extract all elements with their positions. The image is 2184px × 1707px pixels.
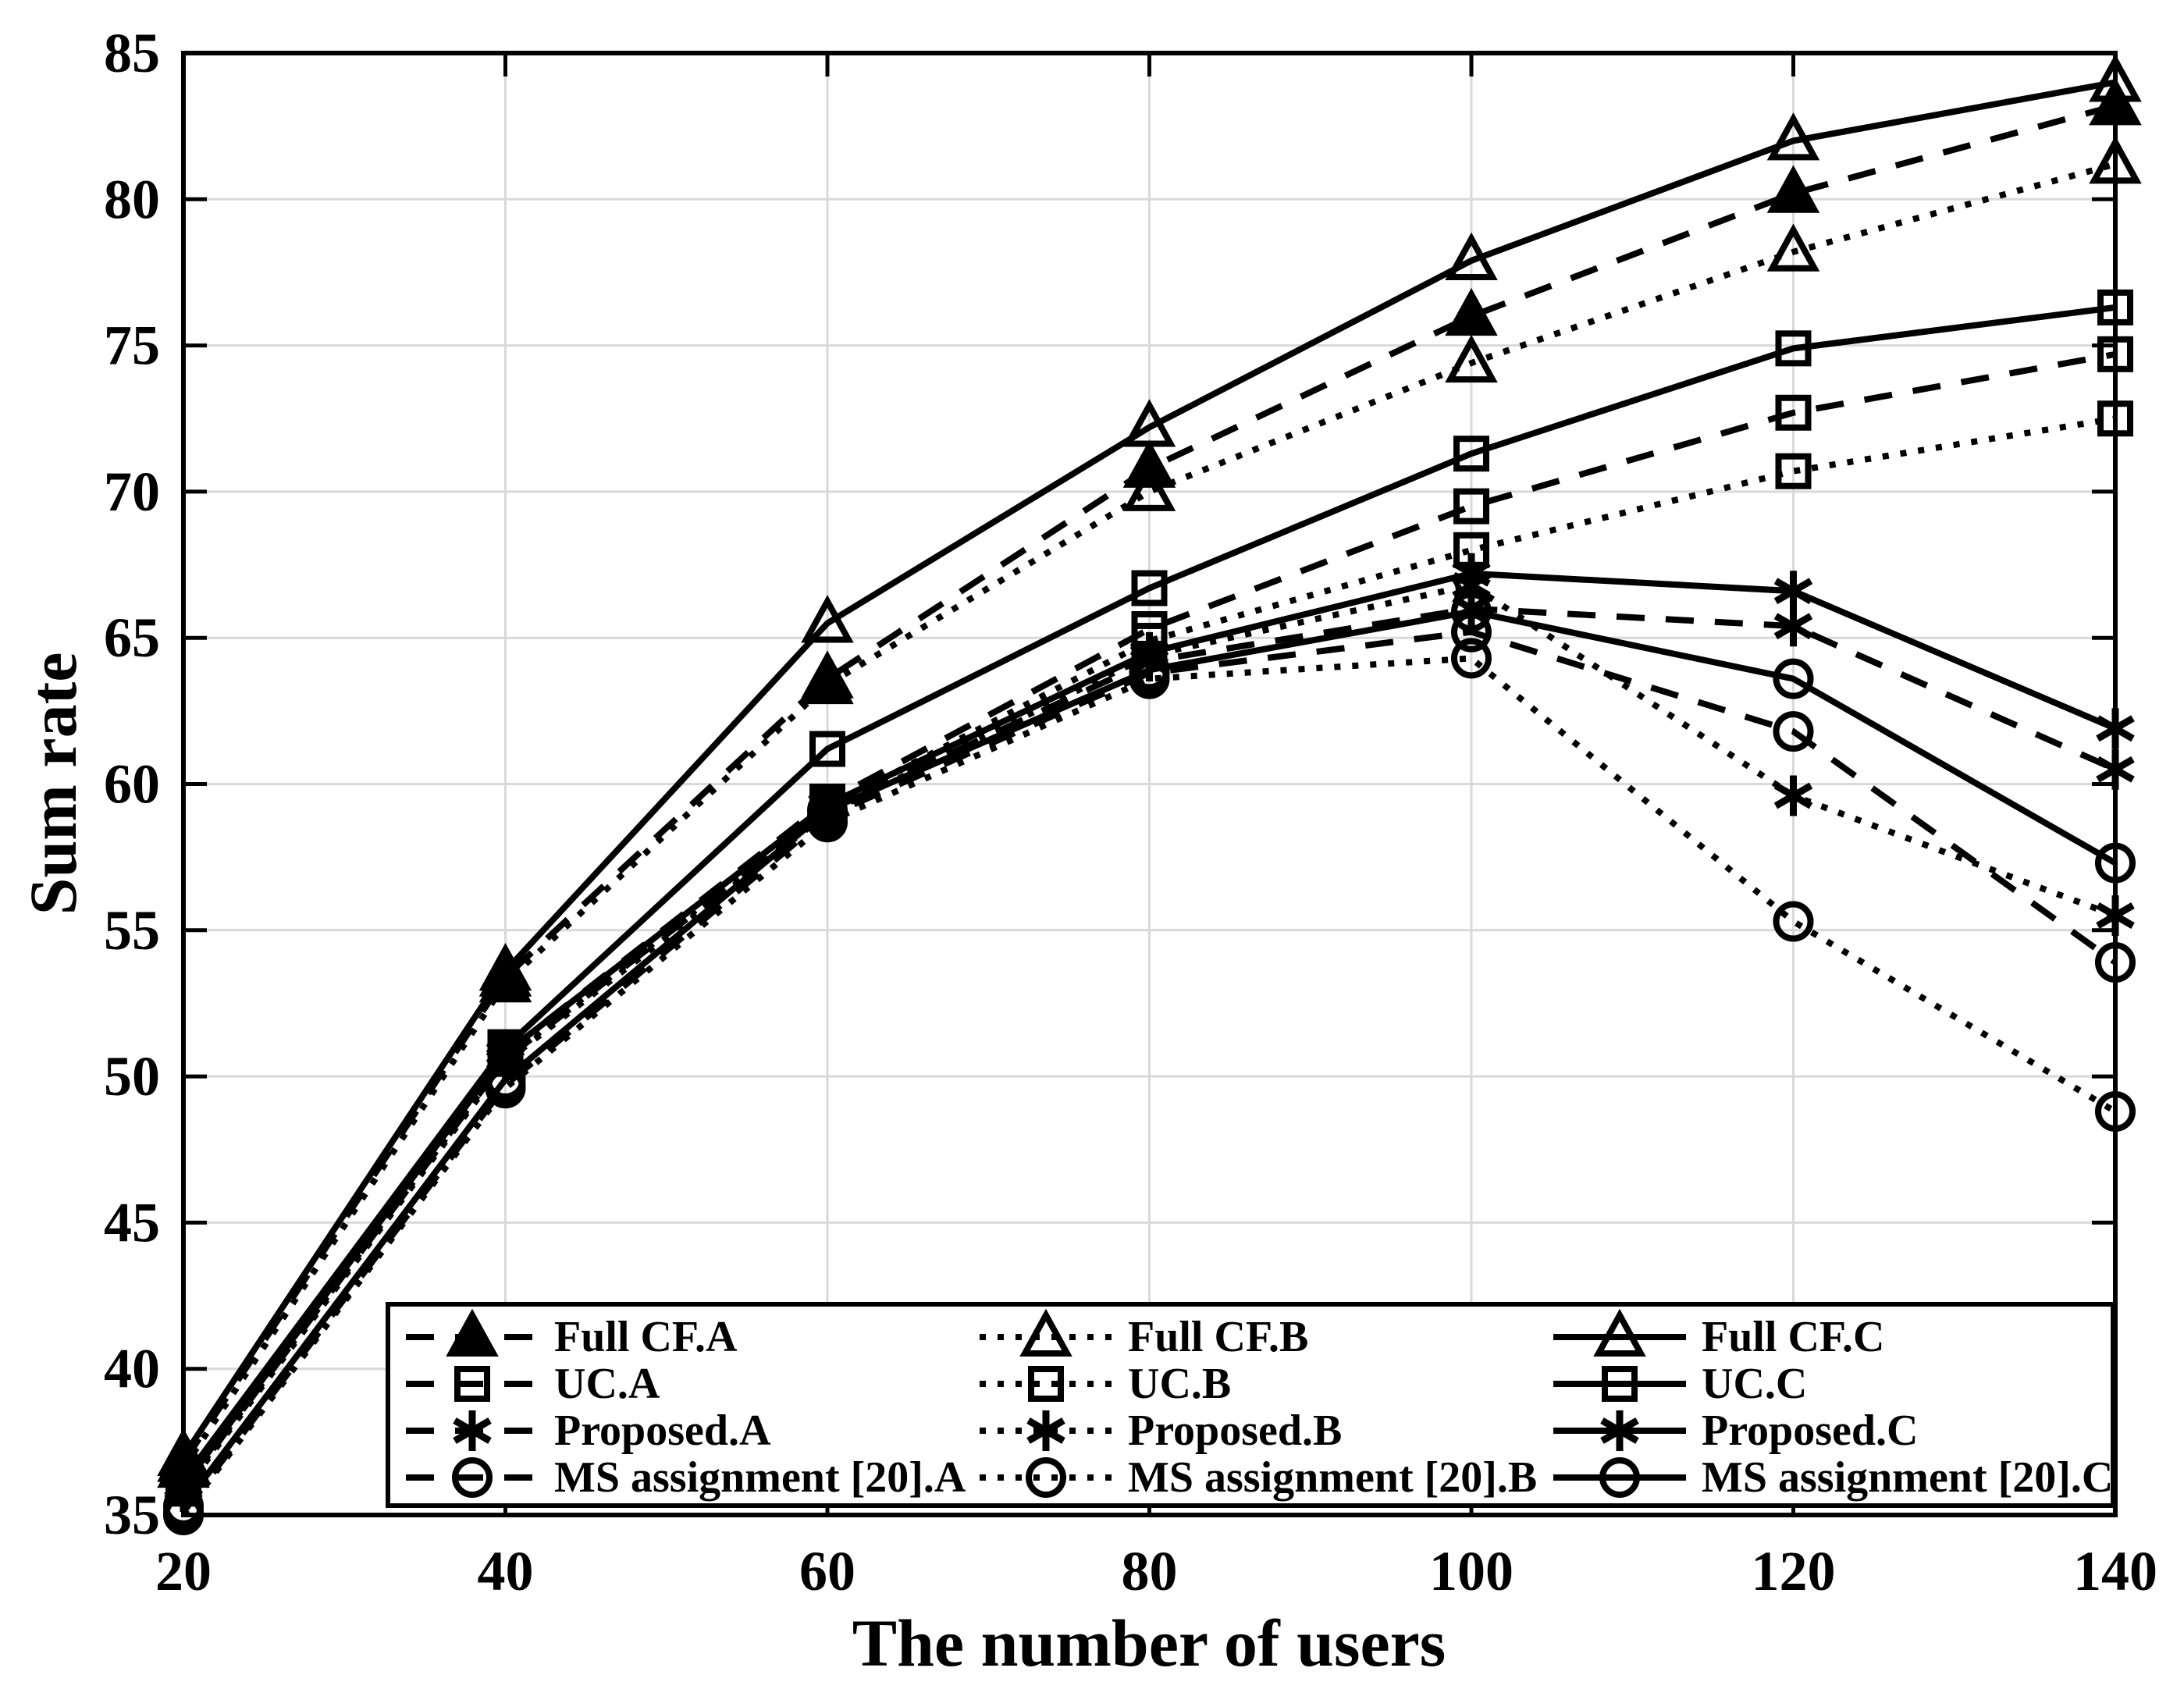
x-tick-label: 40 — [478, 1540, 534, 1602]
y-tick-label: 40 — [104, 1338, 160, 1400]
series-line-full-cf-b — [180, 161, 2117, 1471]
legend-label: Proposed.C — [1702, 1406, 1918, 1455]
y-tick-label: 50 — [104, 1045, 160, 1108]
legend-entry-proposed-c: Proposed.C — [1553, 1406, 1918, 1455]
legend-box — [386, 1302, 2115, 1508]
y-tick-label: 60 — [104, 753, 160, 816]
legend-entry-proposed-a: Proposed.A — [406, 1406, 771, 1455]
x-axis-label: The number of users — [852, 1606, 1446, 1680]
x-tick-label: 20 — [155, 1540, 212, 1602]
y-tick-label: 35 — [104, 1484, 160, 1546]
y-axis-label: Sum rate — [16, 653, 91, 916]
legend-entry-proposed-b: Proposed.B — [980, 1406, 1342, 1455]
y-tick-label: 75 — [104, 315, 160, 377]
x-tick-label: 80 — [1122, 1540, 1178, 1602]
legend-label: MS assignment [20].C — [1702, 1453, 2113, 1502]
x-tick-label: 120 — [1752, 1540, 1836, 1602]
series-layer — [157, 54, 2142, 1535]
legend-label: Full CF.A — [554, 1313, 738, 1361]
legend-label: UC.A — [554, 1360, 660, 1408]
legend-label: MS assignment [20].B — [1128, 1453, 1537, 1502]
legend-entry-ms-assignment-20-a: MS assignment [20].A — [406, 1453, 966, 1502]
y-tick-label: 55 — [104, 899, 160, 962]
legend-label: UC.C — [1702, 1360, 1807, 1408]
legend-entry-uc-c: UC.C — [1553, 1360, 1807, 1408]
legend-label: Full CF.B — [1128, 1313, 1308, 1361]
legend-entry-ms-assignment-20-c: MS assignment [20].C — [1553, 1453, 2113, 1502]
legend-entry-full-cf-a: Full CF.A — [406, 1308, 738, 1361]
legend-entry-uc-a: UC.A — [406, 1360, 660, 1408]
legend-entry-uc-b: UC.B — [980, 1360, 1231, 1408]
legend-entry-ms-assignment-20-b: MS assignment [20].B — [980, 1453, 1537, 1502]
legend-label: Proposed.B — [1128, 1406, 1342, 1455]
x-tick-label: 60 — [799, 1540, 855, 1602]
y-tick-label: 70 — [104, 461, 160, 523]
legend-label: MS assignment [20].A — [554, 1453, 966, 1502]
legend-entry-full-cf-c: Full CF.C — [1553, 1308, 1884, 1361]
series-line-ms-assignment-20-c — [180, 608, 2117, 1509]
tick-labels: 20 40 60 80 100 120 140 35 40 45 50 55 60 65 70 75 80 85 — [104, 22, 2157, 1602]
legend-label: Proposed.A — [554, 1406, 771, 1455]
legend-entry-full-cf-b: Full CF.B — [980, 1308, 1308, 1361]
x-tick-label: 100 — [1429, 1540, 1514, 1602]
y-tick-label: 80 — [104, 168, 160, 230]
legend-label: Full CF.C — [1702, 1313, 1884, 1361]
series-line-ms-assignment-20-a — [180, 628, 2118, 1514]
y-tick-label: 85 — [104, 22, 160, 84]
legend-label: UC.B — [1128, 1360, 1231, 1408]
series-line-full-cf-c — [180, 79, 2116, 1459]
x-tick-label: 140 — [2073, 1540, 2157, 1602]
y-tick-label: 65 — [104, 606, 160, 669]
series-line-uc-a — [180, 350, 2116, 1488]
y-tick-label: 45 — [104, 1191, 160, 1254]
